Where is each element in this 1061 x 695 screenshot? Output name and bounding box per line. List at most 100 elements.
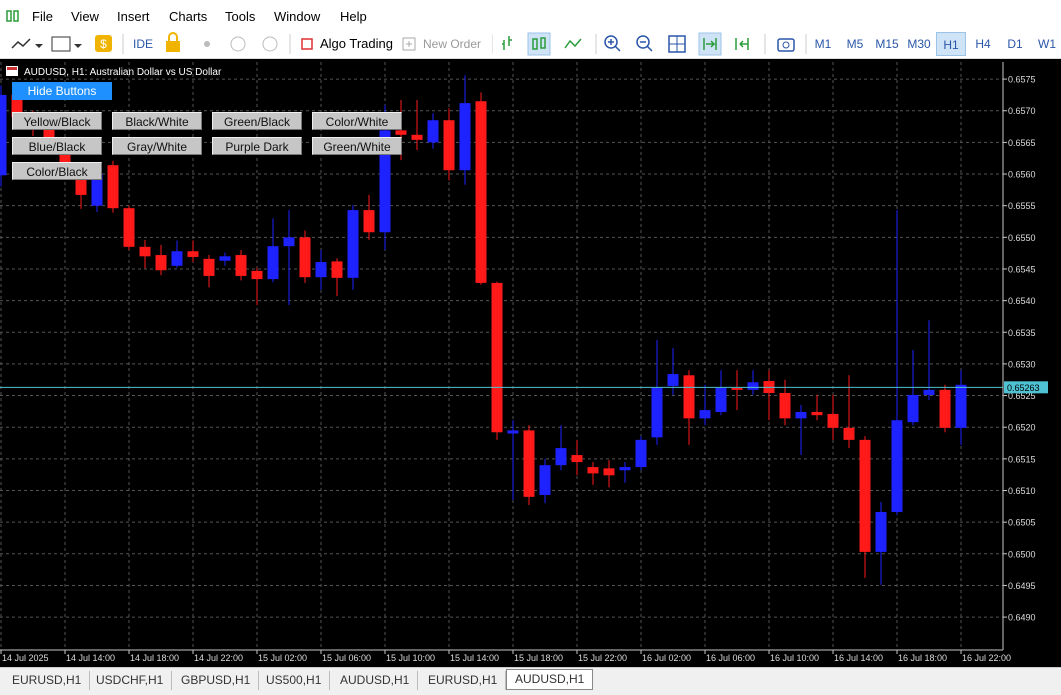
candle-body	[427, 120, 439, 143]
candle-body	[571, 455, 583, 463]
chart-tab[interactable]: EURUSD,H1	[4, 671, 91, 690]
x-tick-label: 16 Jul 18:00	[898, 653, 947, 663]
theme-button[interactable]: Purple Dark	[212, 137, 302, 155]
y-tick-label: 0.6490	[1008, 613, 1036, 623]
y-tick-label: 0.6570	[1008, 106, 1036, 116]
candle-body	[891, 420, 903, 513]
menu-item[interactable]: Tools	[225, 9, 256, 24]
candle-body	[907, 394, 919, 423]
new-order-button[interactable]: New Order	[423, 37, 482, 51]
candle-body	[171, 251, 183, 266]
theme-button[interactable]: Yellow/Black	[12, 112, 102, 130]
x-tick-label: 16 Jul 22:00	[962, 653, 1011, 663]
candle-body	[699, 410, 711, 419]
y-tick-label: 0.6515	[1008, 454, 1036, 464]
candle-body	[619, 467, 631, 471]
theme-button[interactable]: Green/White	[312, 137, 402, 155]
candle-body	[603, 468, 615, 476]
candle-body	[875, 512, 887, 552]
algo-trading-button[interactable]: Algo Trading	[320, 36, 393, 51]
timeframe-button[interactable]: W1	[1038, 37, 1056, 51]
algo-icon	[301, 38, 313, 50]
candle-body	[635, 439, 647, 468]
candle-body	[363, 210, 375, 233]
chart-background	[0, 59, 1061, 667]
chart-tab[interactable]: AUDUSD,H1	[332, 671, 419, 690]
theme-button[interactable]: Color/White	[312, 112, 402, 130]
candle-body	[155, 255, 167, 271]
timeframe-button[interactable]: M5	[846, 37, 864, 51]
y-tick-label: 0.6525	[1008, 391, 1036, 401]
theme-button[interactable]: Blue/Black	[12, 137, 102, 155]
candle-body	[395, 130, 407, 135]
candle-body	[123, 208, 135, 247]
candle-body	[507, 430, 519, 434]
menu-item[interactable]: View	[71, 9, 99, 24]
menu-item[interactable]: Insert	[117, 9, 150, 24]
candle-body	[187, 251, 199, 257]
theme-button[interactable]: Black/White	[112, 112, 202, 130]
timeframe-button[interactable]: M15	[875, 37, 899, 51]
ide-button[interactable]: IDE	[133, 37, 154, 51]
candle-body	[91, 174, 103, 206]
theme-button[interactable]: Color/Black	[12, 162, 102, 180]
y-tick-label: 0.6560	[1008, 170, 1036, 180]
timeframe-button[interactable]: H4	[975, 37, 991, 51]
x-tick-label: 15 Jul 02:00	[258, 653, 307, 663]
toolbar-icons: $	[11, 32, 291, 54]
chart-tab[interactable]: US500,H1	[258, 671, 331, 690]
candle-body	[955, 384, 967, 428]
candle-body	[0, 94, 7, 176]
candle-body	[715, 387, 727, 413]
candle-body	[139, 246, 151, 257]
candle-body	[411, 134, 423, 140]
candle-body	[747, 382, 759, 390]
candle-body	[283, 237, 295, 247]
y-tick-label: 0.6550	[1008, 233, 1036, 243]
menu-item[interactable]: Window	[274, 9, 321, 24]
y-tick-label: 0.6565	[1008, 138, 1036, 148]
timeframe-button[interactable]: D1	[1007, 37, 1023, 51]
x-tick-label: 14 Jul 22:00	[194, 653, 243, 663]
candle-body	[11, 94, 23, 118]
y-tick-label: 0.6535	[1008, 328, 1036, 338]
x-tick-label: 15 Jul 06:00	[322, 653, 371, 663]
candle-body	[299, 237, 311, 278]
chart-tab[interactable]: USDCHF,H1	[88, 671, 173, 690]
timeframe-button[interactable]: M1	[814, 37, 832, 51]
candle-body	[251, 270, 263, 280]
chart-tab[interactable]: AUDUSD,H1	[506, 669, 594, 690]
candle-body	[219, 256, 231, 261]
timeframe-button[interactable]: M30	[907, 37, 931, 51]
candle-body	[827, 413, 839, 428]
candle-body	[491, 282, 503, 433]
menu-item[interactable]: Help	[340, 9, 367, 24]
candle-body	[203, 258, 215, 276]
toolbar: $ IDE Algo Trading New Order M1 M5 M15 M30 H…	[0, 30, 1061, 59]
candle-body	[587, 467, 599, 474]
candle-body	[459, 103, 471, 171]
hide-buttons[interactable]: Hide Buttons	[12, 82, 112, 100]
menu-item[interactable]: File	[32, 9, 53, 24]
candle-body	[59, 148, 71, 168]
candle-body	[315, 262, 327, 278]
app-icon	[6, 10, 19, 22]
y-tick-label: 0.6530	[1008, 359, 1036, 369]
menu-bar: File View Insert Charts Tools Window Help	[0, 0, 1061, 30]
chart-window: AUDUSD, H1: Australian Dollar vs US Doll…	[0, 59, 1061, 667]
candle-body	[779, 393, 791, 419]
x-tick-label: 14 Jul 2025	[2, 653, 49, 663]
candle-body	[379, 130, 391, 233]
menu-item[interactable]: Charts	[169, 9, 208, 24]
theme-button[interactable]: Green/Black	[212, 112, 302, 130]
x-tick-label: 15 Jul 22:00	[578, 653, 627, 663]
chart-tab[interactable]: EURUSD,H1	[420, 671, 507, 690]
chart-tab[interactable]: GBPUSD,H1	[173, 671, 260, 690]
candle-body	[475, 101, 487, 283]
candle-body	[683, 375, 695, 419]
theme-button[interactable]: Gray/White	[112, 137, 202, 155]
candle-body	[347, 210, 359, 278]
timeframe-button[interactable]: H1	[936, 32, 966, 56]
x-tick-label: 16 Jul 14:00	[834, 653, 883, 663]
